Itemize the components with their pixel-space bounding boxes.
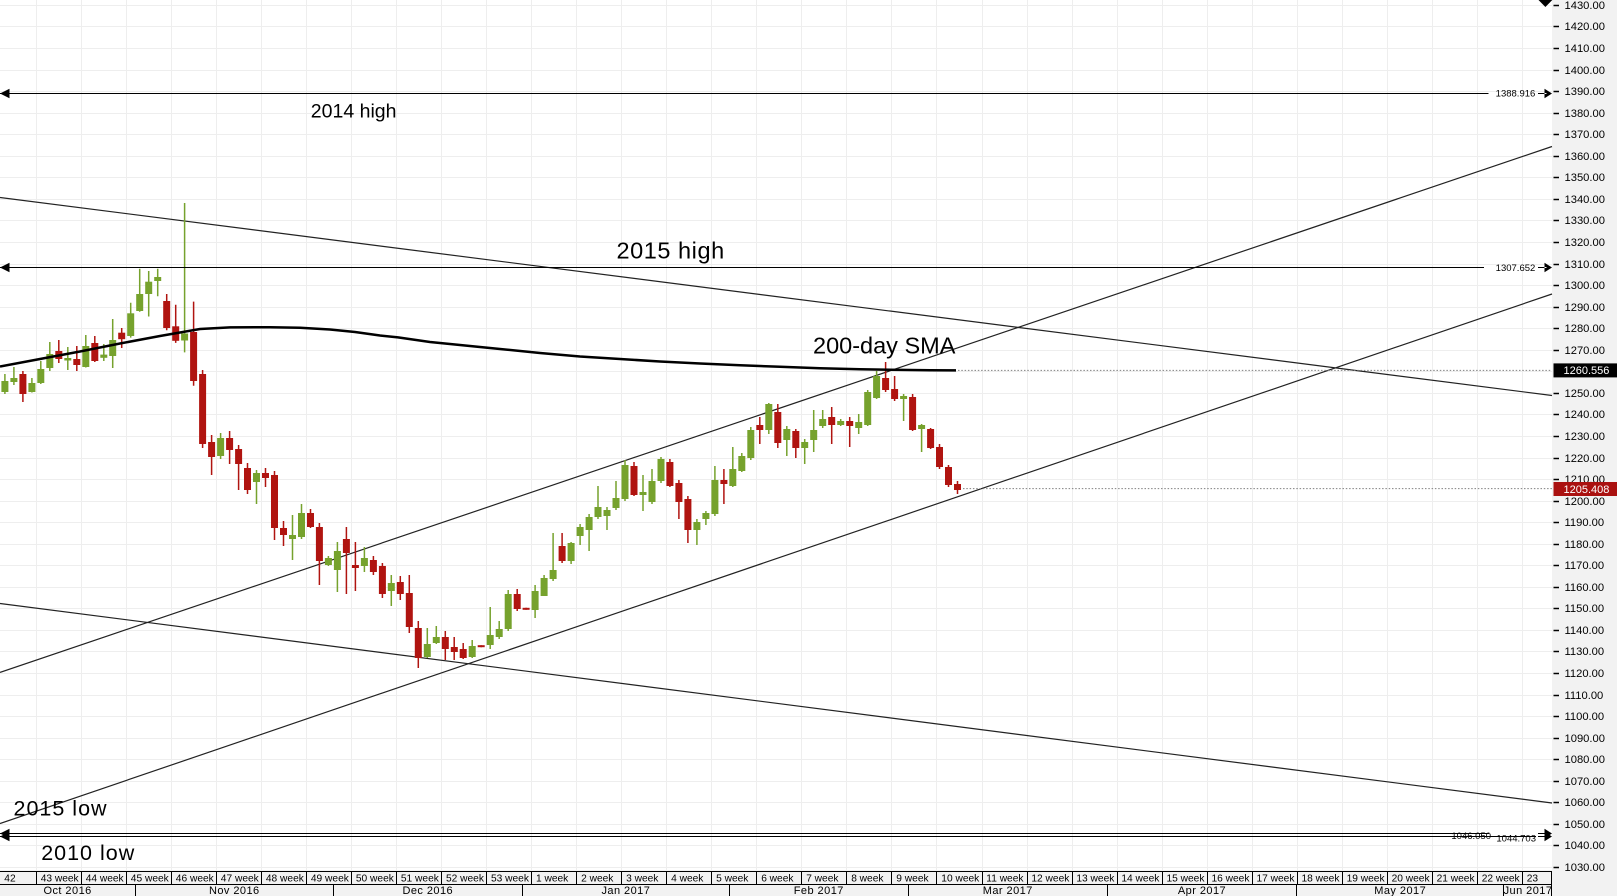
svg-text:1330.00: 1330.00 — [1565, 215, 1605, 227]
svg-text:1046.050: 1046.050 — [1451, 831, 1491, 842]
svg-text:1430.00: 1430.00 — [1565, 0, 1605, 12]
svg-text:1310.00: 1310.00 — [1565, 259, 1605, 271]
svg-text:Jan 2017: Jan 2017 — [601, 885, 650, 896]
svg-text:2015 low: 2015 low — [14, 796, 108, 820]
svg-text:1140.00: 1140.00 — [1565, 625, 1605, 637]
svg-text:49 week: 49 week — [311, 873, 350, 884]
svg-text:17 week: 17 week — [1257, 873, 1296, 884]
svg-text:200-day SMA: 200-day SMA — [813, 332, 956, 358]
svg-text:5 week: 5 week — [716, 873, 749, 884]
svg-text:2015 high: 2015 high — [617, 238, 725, 264]
svg-text:10 week: 10 week — [941, 873, 980, 884]
svg-text:51 week: 51 week — [401, 873, 440, 884]
svg-text:1120.00: 1120.00 — [1565, 668, 1605, 680]
svg-text:15 week: 15 week — [1167, 873, 1206, 884]
svg-text:Mar 2017: Mar 2017 — [983, 885, 1033, 896]
svg-text:22 week: 22 week — [1482, 873, 1521, 884]
svg-text:Jun 2017: Jun 2017 — [1504, 885, 1553, 896]
svg-text:2014 high: 2014 high — [311, 100, 397, 122]
svg-text:46 week: 46 week — [176, 873, 215, 884]
svg-text:1380.00: 1380.00 — [1565, 108, 1605, 120]
svg-text:2 week: 2 week — [581, 873, 614, 884]
svg-text:1030.00: 1030.00 — [1565, 862, 1605, 874]
svg-text:1260.556: 1260.556 — [1564, 365, 1610, 377]
svg-text:16 week: 16 week — [1212, 873, 1251, 884]
svg-text:1050.00: 1050.00 — [1565, 819, 1605, 831]
svg-text:1360.00: 1360.00 — [1565, 151, 1605, 163]
svg-text:1220.00: 1220.00 — [1565, 453, 1605, 465]
svg-text:1100.00: 1100.00 — [1565, 711, 1605, 723]
svg-text:1250.00: 1250.00 — [1565, 388, 1605, 400]
svg-text:1070.00: 1070.00 — [1565, 776, 1605, 788]
svg-text:1300.00: 1300.00 — [1565, 280, 1605, 292]
svg-text:Oct 2016: Oct 2016 — [43, 885, 91, 896]
svg-text:1240.00: 1240.00 — [1565, 409, 1605, 421]
svg-text:1307.652: 1307.652 — [1496, 263, 1536, 274]
svg-text:52 week: 52 week — [446, 873, 485, 884]
svg-text:May 2017: May 2017 — [1374, 885, 1426, 896]
svg-text:7 week: 7 week — [806, 873, 839, 884]
svg-text:1350.00: 1350.00 — [1565, 172, 1605, 184]
svg-text:1230.00: 1230.00 — [1565, 431, 1605, 443]
svg-text:Nov 2016: Nov 2016 — [209, 885, 260, 896]
svg-text:1320.00: 1320.00 — [1565, 237, 1605, 249]
svg-text:1160.00: 1160.00 — [1565, 582, 1605, 594]
svg-text:1080.00: 1080.00 — [1565, 754, 1605, 766]
svg-text:1040.00: 1040.00 — [1565, 840, 1605, 852]
svg-text:1390.00: 1390.00 — [1565, 86, 1605, 98]
svg-text:18 week: 18 week — [1302, 873, 1341, 884]
svg-text:1170.00: 1170.00 — [1565, 560, 1605, 572]
svg-text:1150.00: 1150.00 — [1565, 603, 1605, 615]
svg-text:48 week: 48 week — [266, 873, 305, 884]
svg-text:1370.00: 1370.00 — [1565, 129, 1605, 141]
svg-text:3 week: 3 week — [626, 873, 659, 884]
svg-text:19 week: 19 week — [1347, 873, 1386, 884]
svg-text:1290.00: 1290.00 — [1565, 302, 1605, 314]
svg-text:1340.00: 1340.00 — [1565, 194, 1605, 206]
svg-text:1410.00: 1410.00 — [1565, 43, 1605, 55]
svg-text:1205.408: 1205.408 — [1564, 484, 1610, 496]
svg-text:8 week: 8 week — [851, 873, 884, 884]
svg-text:Feb 2017: Feb 2017 — [794, 885, 844, 896]
svg-text:6 week: 6 week — [761, 873, 794, 884]
svg-text:1090.00: 1090.00 — [1565, 733, 1605, 745]
svg-text:53 week: 53 week — [491, 873, 530, 884]
svg-text:1420.00: 1420.00 — [1565, 21, 1605, 33]
svg-text:1180.00: 1180.00 — [1565, 539, 1605, 551]
svg-text:1270.00: 1270.00 — [1565, 345, 1605, 357]
svg-text:47 week: 47 week — [221, 873, 260, 884]
svg-text:1 week: 1 week — [536, 873, 569, 884]
svg-text:23: 23 — [1527, 873, 1539, 884]
svg-text:43 week: 43 week — [41, 873, 80, 884]
svg-text:Dec 2016: Dec 2016 — [402, 885, 453, 896]
svg-text:Apr 2017: Apr 2017 — [1178, 885, 1226, 896]
svg-text:13 week: 13 week — [1076, 873, 1115, 884]
svg-text:1110.00: 1110.00 — [1565, 690, 1604, 702]
svg-text:1200.00: 1200.00 — [1565, 496, 1605, 508]
svg-text:11 week: 11 week — [986, 873, 1024, 884]
svg-text:1190.00: 1190.00 — [1565, 517, 1605, 529]
svg-text:12 week: 12 week — [1031, 873, 1070, 884]
svg-text:44 week: 44 week — [86, 873, 125, 884]
svg-text:50 week: 50 week — [356, 873, 395, 884]
svg-text:45 week: 45 week — [131, 873, 170, 884]
svg-text:14 week: 14 week — [1121, 873, 1160, 884]
svg-text:42: 42 — [4, 873, 16, 884]
svg-text:1400.00: 1400.00 — [1565, 65, 1605, 77]
svg-text:9 week: 9 week — [896, 873, 929, 884]
svg-text:1060.00: 1060.00 — [1565, 797, 1605, 809]
svg-text:1280.00: 1280.00 — [1565, 323, 1605, 335]
svg-text:4 week: 4 week — [671, 873, 704, 884]
svg-text:1130.00: 1130.00 — [1565, 646, 1605, 658]
svg-text:2010 low: 2010 low — [41, 841, 135, 865]
svg-text:21 week: 21 week — [1437, 873, 1476, 884]
svg-text:1044.703: 1044.703 — [1496, 834, 1536, 845]
svg-text:20 week: 20 week — [1392, 873, 1431, 884]
svg-text:1388.916: 1388.916 — [1496, 88, 1536, 99]
